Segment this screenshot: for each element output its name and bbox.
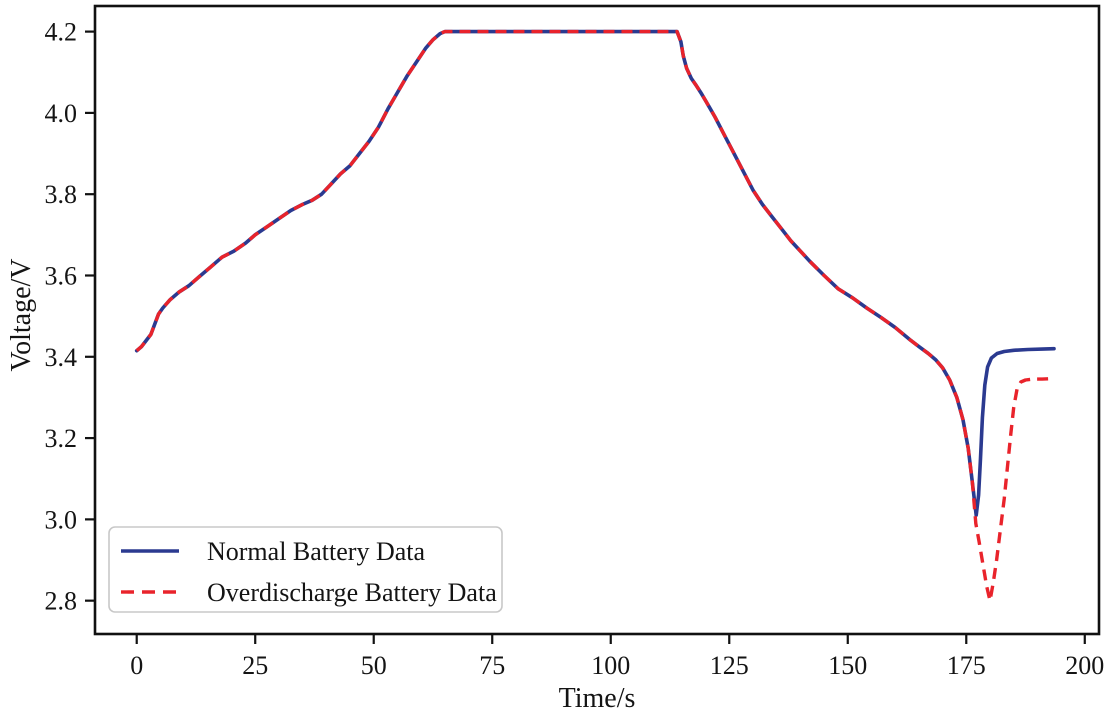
plot-area-border — [93, 4, 1101, 636]
normal-series-line — [134, 29, 1056, 518]
y-axis-ticks: 2.8 3.0 3.2 3.4 3.6 3.8 4.0 4.2 — [45, 18, 95, 616]
y-tick-label: 3.4 — [45, 343, 78, 372]
y-tick-label: 3.2 — [45, 424, 78, 453]
x-tick-label: 0 — [130, 651, 143, 680]
x-tick-label: 75 — [479, 651, 505, 680]
y-tick-label: 3.0 — [45, 505, 78, 534]
x-tick-label: 100 — [591, 651, 630, 680]
y-tick-label: 4.2 — [45, 18, 78, 47]
overdischarge-series-line — [135, 29, 1051, 603]
y-tick-label: 4.0 — [45, 99, 78, 128]
legend: Normal Battery Data Overdischarge Batter… — [108, 526, 503, 613]
x-tick-label: 125 — [710, 651, 749, 680]
x-axis-ticks: 0 25 50 75 100 125 150 175 200 — [130, 634, 1104, 680]
legend-box — [108, 526, 503, 613]
x-tick-label: 175 — [947, 651, 986, 680]
y-tick-label: 3.6 — [45, 261, 78, 290]
x-axis-title: Time/s — [559, 683, 636, 713]
x-tick-label: 50 — [361, 651, 387, 680]
x-tick-label: 150 — [828, 651, 867, 680]
x-tick-label: 25 — [242, 651, 268, 680]
legend-overdischarge-label: Overdischarge Battery Data — [207, 578, 497, 607]
y-axis-title: Voltage/V — [6, 258, 37, 371]
y-tick-label: 3.8 — [45, 180, 78, 209]
x-tick-label: 200 — [1065, 651, 1104, 680]
y-tick-label: 2.8 — [45, 587, 78, 616]
legend-normal-label: Normal Battery Data — [207, 537, 425, 566]
